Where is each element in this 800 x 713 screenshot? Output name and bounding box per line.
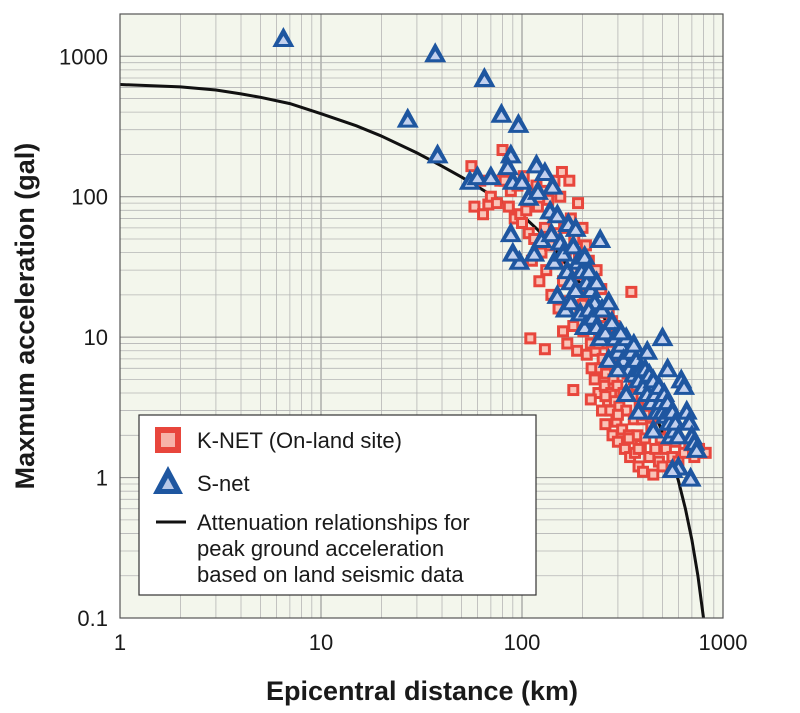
knet-point — [632, 442, 645, 455]
snet-point — [615, 382, 638, 403]
knet-point — [538, 343, 551, 356]
snet-point — [533, 160, 556, 181]
snet-point — [609, 320, 632, 341]
snet-point — [642, 418, 665, 439]
snet-point — [496, 155, 519, 176]
snet-point — [272, 26, 295, 47]
x-tick-label: 10 — [309, 630, 333, 655]
snet-point — [501, 241, 524, 262]
snet-point — [597, 347, 620, 368]
snet-point — [656, 357, 679, 378]
knet-point — [571, 344, 584, 357]
snet-point — [546, 283, 569, 304]
snet-point — [651, 326, 674, 347]
knet-point — [563, 174, 576, 187]
knet-point — [490, 197, 503, 210]
legend-knet-marker — [155, 427, 181, 453]
x-tick-labels: 1 10 100 1000 — [114, 630, 748, 655]
snet-point — [564, 216, 587, 237]
knet-point — [611, 408, 624, 421]
snet-point — [685, 437, 708, 458]
snet-point — [600, 310, 623, 331]
x-axis-title: Epicentral distance (km) — [266, 676, 578, 706]
snet-point — [499, 222, 522, 243]
knet-point — [599, 390, 612, 403]
snet-point — [507, 112, 530, 133]
knet-point — [516, 216, 528, 229]
snet-point — [526, 179, 549, 200]
knet-point — [625, 285, 638, 298]
snet-point — [473, 67, 496, 88]
y-tick-label: 0.1 — [77, 606, 108, 631]
knet-point — [557, 325, 570, 338]
knet-point — [533, 275, 546, 288]
legend-snet-marker — [153, 466, 183, 494]
snet-point — [426, 143, 449, 164]
knet-point — [502, 200, 515, 213]
snet-point — [673, 374, 696, 395]
snet-point — [661, 458, 684, 479]
snet-point — [589, 227, 612, 248]
knet-point — [524, 332, 537, 345]
snet-point — [573, 244, 596, 265]
snet-point — [622, 332, 645, 353]
knet-point — [561, 337, 574, 350]
snet-point — [562, 234, 585, 255]
knet-point — [637, 465, 650, 478]
legend-attenuation-label-line2: peak ground acceleration — [197, 536, 444, 561]
snet-point — [396, 107, 419, 128]
plot-frame — [119, 13, 724, 619]
legend-knet-label: K-NET (On-land site) — [197, 428, 402, 453]
legend-box — [138, 414, 537, 596]
knet-point — [649, 442, 662, 455]
snet-point — [523, 241, 546, 262]
y-tick-label: 10 — [84, 325, 108, 350]
y-tick-label: 1 — [96, 466, 108, 491]
x-tick-label: 1 — [114, 630, 126, 655]
knet-point — [572, 197, 585, 210]
snet-point — [511, 169, 533, 190]
legend-attenuation-label-line3: based on land seismic data — [197, 562, 464, 587]
x-tick-label: 1000 — [699, 630, 748, 655]
x-tick-label: 100 — [504, 630, 541, 655]
knet-point — [647, 468, 660, 481]
snet-point — [424, 42, 447, 63]
y-tick-labels: 0.1 1 10 100 1000 — [59, 44, 108, 631]
legend: K-NET (On-land site) S-net Attenuation r… — [138, 414, 537, 596]
knet-point — [656, 460, 669, 473]
knet-point — [567, 320, 580, 333]
y-tick-label: 1000 — [59, 44, 108, 69]
y-tick-label: 100 — [71, 185, 108, 210]
knet-point — [477, 208, 490, 221]
knet-point — [496, 144, 509, 157]
snet-point — [479, 165, 502, 186]
snet-point — [490, 102, 513, 123]
legend-snet-label: S-net — [197, 471, 250, 496]
legend-attenuation-label-line1: Attenuation relationships for — [197, 510, 470, 535]
knet-point — [622, 432, 635, 445]
knet-point — [465, 160, 478, 173]
snet-point — [627, 399, 650, 420]
snet-point — [597, 290, 620, 311]
snet-point — [546, 203, 569, 224]
y-axis-title: Maxmum acceleration (gal) — [10, 143, 40, 490]
knet-point — [520, 204, 533, 217]
snet-point — [577, 259, 600, 280]
snet-point — [541, 174, 564, 195]
snet-point — [679, 466, 702, 487]
knet-point — [584, 393, 597, 406]
snet-point — [564, 278, 587, 299]
snet-point — [552, 241, 575, 262]
snet-points — [272, 26, 708, 487]
knet-point — [588, 373, 601, 386]
knet-point — [599, 418, 612, 431]
snet-point — [585, 270, 608, 291]
knet-point — [567, 384, 580, 397]
snet-point — [636, 339, 659, 360]
snet-point — [559, 290, 582, 311]
